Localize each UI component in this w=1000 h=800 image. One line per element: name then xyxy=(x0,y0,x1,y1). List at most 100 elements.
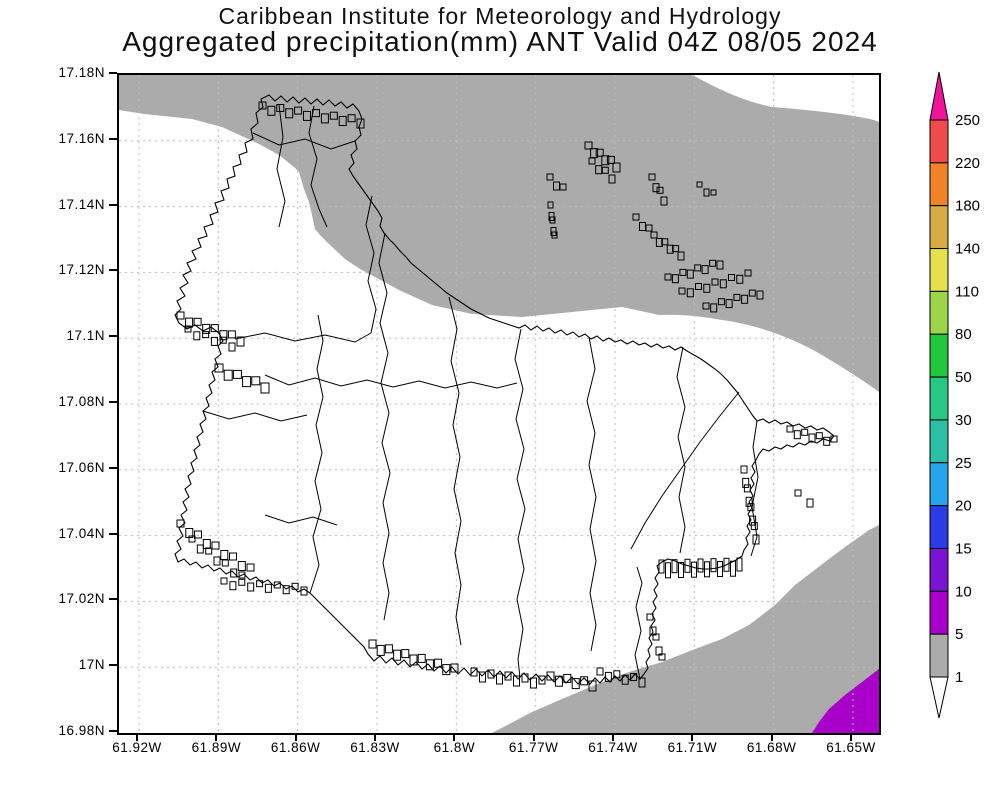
catchment-square xyxy=(549,216,556,224)
catchment-square xyxy=(744,269,752,277)
catchment-square xyxy=(677,251,685,261)
catchment-square xyxy=(409,654,418,666)
precip-patch-5-10mm xyxy=(812,669,879,733)
catchment-square xyxy=(260,382,270,394)
catchment-square xyxy=(658,653,666,661)
lat-tick-mark xyxy=(109,269,117,272)
catchment-square xyxy=(530,677,537,689)
catchment-square xyxy=(621,674,629,685)
catchment-square xyxy=(741,294,749,304)
antigua-coastline xyxy=(174,94,835,685)
catchment-square xyxy=(671,559,678,574)
catchment-square xyxy=(749,515,757,526)
catchment-square xyxy=(686,288,694,298)
precipitation-map xyxy=(119,75,879,733)
catchment-square xyxy=(294,106,303,115)
catchment-square xyxy=(256,580,264,588)
colorbar-value-label: 10 xyxy=(955,583,972,600)
lon-tick-label: 61.77W xyxy=(508,740,559,755)
lat-tick-mark xyxy=(109,466,117,469)
catchment-square xyxy=(702,302,710,310)
catchment-square xyxy=(694,264,702,272)
catchment-square xyxy=(684,558,691,573)
catchment-square xyxy=(251,376,261,386)
lon-tick-label: 61.74W xyxy=(588,740,638,755)
colorbar-segment xyxy=(929,205,949,250)
catchment-square xyxy=(538,675,546,685)
catchment-square xyxy=(563,673,572,683)
colorbar-value-label: 5 xyxy=(955,626,963,643)
catchment-square xyxy=(652,633,660,641)
catchment-square xyxy=(258,101,267,110)
catchment-square xyxy=(595,165,603,175)
catchment-square xyxy=(214,363,224,373)
catchment-square xyxy=(601,166,609,174)
catchment-square xyxy=(220,577,228,585)
catchment-square xyxy=(211,541,220,550)
catchment-square xyxy=(504,671,512,681)
colorbar-segment xyxy=(929,162,949,207)
catchment-square xyxy=(630,673,638,682)
lat-tick-label: 17.18N xyxy=(58,65,105,80)
institute-title: Caribbean Institute for Meteorology and … xyxy=(218,3,782,29)
colorbar-value-label: 50 xyxy=(955,369,972,386)
catchment-square xyxy=(806,498,814,508)
catchment-square xyxy=(242,376,252,388)
colorbar-segment xyxy=(929,462,949,507)
catchment-square xyxy=(793,430,801,440)
lat-tick-label: 17.12N xyxy=(58,262,105,278)
lat-tick-label: 17.08N xyxy=(58,394,105,409)
catchment-square xyxy=(691,561,697,578)
colorbar-value-label: 140 xyxy=(955,241,980,258)
lat-tick-mark xyxy=(109,203,117,206)
catchment-square xyxy=(601,155,610,166)
catchment-square xyxy=(638,677,646,688)
colorbar-segment xyxy=(929,590,949,635)
catchment-square xyxy=(655,237,663,247)
catchment-square xyxy=(442,664,451,676)
catchment-square xyxy=(678,287,686,295)
lat-tick-label: 17N xyxy=(78,657,105,673)
lat-tick-label: 17.02N xyxy=(58,591,105,607)
catchment-square xyxy=(595,148,604,157)
catchment-square xyxy=(613,670,621,679)
colorbar-value-label: 30 xyxy=(955,412,972,429)
catchment-square xyxy=(719,279,727,289)
catchment-square xyxy=(596,667,604,676)
colorbar-value-label: 1 xyxy=(955,669,963,686)
catchment-square xyxy=(356,118,365,129)
catchment-square xyxy=(401,649,410,659)
catchment-square xyxy=(588,157,596,165)
colorbar-value-label: 180 xyxy=(955,198,980,215)
catchment-square xyxy=(646,613,654,621)
catchment-square xyxy=(710,189,717,196)
catchment-square xyxy=(604,671,612,682)
catchment-square xyxy=(213,556,221,566)
lon-tick-label: 61.8W xyxy=(433,740,476,755)
lon-tick-label: 61.92W xyxy=(112,740,162,755)
catchment-square xyxy=(661,238,669,246)
catchment-square xyxy=(580,676,589,686)
catchment-square xyxy=(571,678,580,690)
lon-tick-mark xyxy=(215,733,218,741)
catchment-square xyxy=(193,331,201,341)
catchment-square xyxy=(230,568,238,578)
catchment-square xyxy=(730,560,736,577)
lon-tick-mark xyxy=(532,733,535,741)
colorbar-segment xyxy=(929,633,949,678)
catchment-square xyxy=(695,283,702,290)
catchment-square xyxy=(238,571,246,579)
catchment-square xyxy=(196,544,204,554)
catchment-square xyxy=(709,259,717,267)
catchment-square xyxy=(312,109,320,118)
catchment-square xyxy=(176,519,185,528)
lon-tick-label: 61.65W xyxy=(826,740,876,755)
catchment-square xyxy=(736,274,744,284)
catchment-square xyxy=(717,561,723,577)
lat-tick-label: 17.16N xyxy=(58,130,105,146)
catchment-square xyxy=(210,336,218,346)
lon-tick-mark xyxy=(136,733,138,741)
plot-title: Aggregated precipitation(mm) ANT Valid 0… xyxy=(122,26,878,57)
catchment-square xyxy=(285,108,294,119)
colorbar-value-label: 80 xyxy=(955,326,972,343)
